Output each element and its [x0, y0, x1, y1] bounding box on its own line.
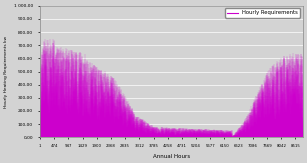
X-axis label: Annual Hours: Annual Hours — [153, 154, 190, 159]
Legend: Hourly Requirements: Hourly Requirements — [225, 8, 300, 18]
Y-axis label: Hourly Heating Requirements kw: Hourly Heating Requirements kw — [4, 35, 8, 108]
